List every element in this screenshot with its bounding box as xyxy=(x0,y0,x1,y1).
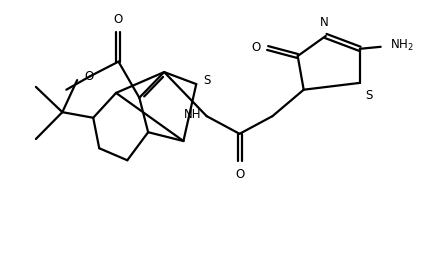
Text: NH: NH xyxy=(184,108,201,121)
Text: O: O xyxy=(114,13,123,26)
Text: S: S xyxy=(365,89,372,102)
Text: N: N xyxy=(319,16,327,29)
Text: S: S xyxy=(203,74,210,88)
Text: O: O xyxy=(84,70,93,83)
Text: O: O xyxy=(251,41,260,54)
Text: O: O xyxy=(234,168,244,181)
Text: NH$_2$: NH$_2$ xyxy=(389,38,413,53)
